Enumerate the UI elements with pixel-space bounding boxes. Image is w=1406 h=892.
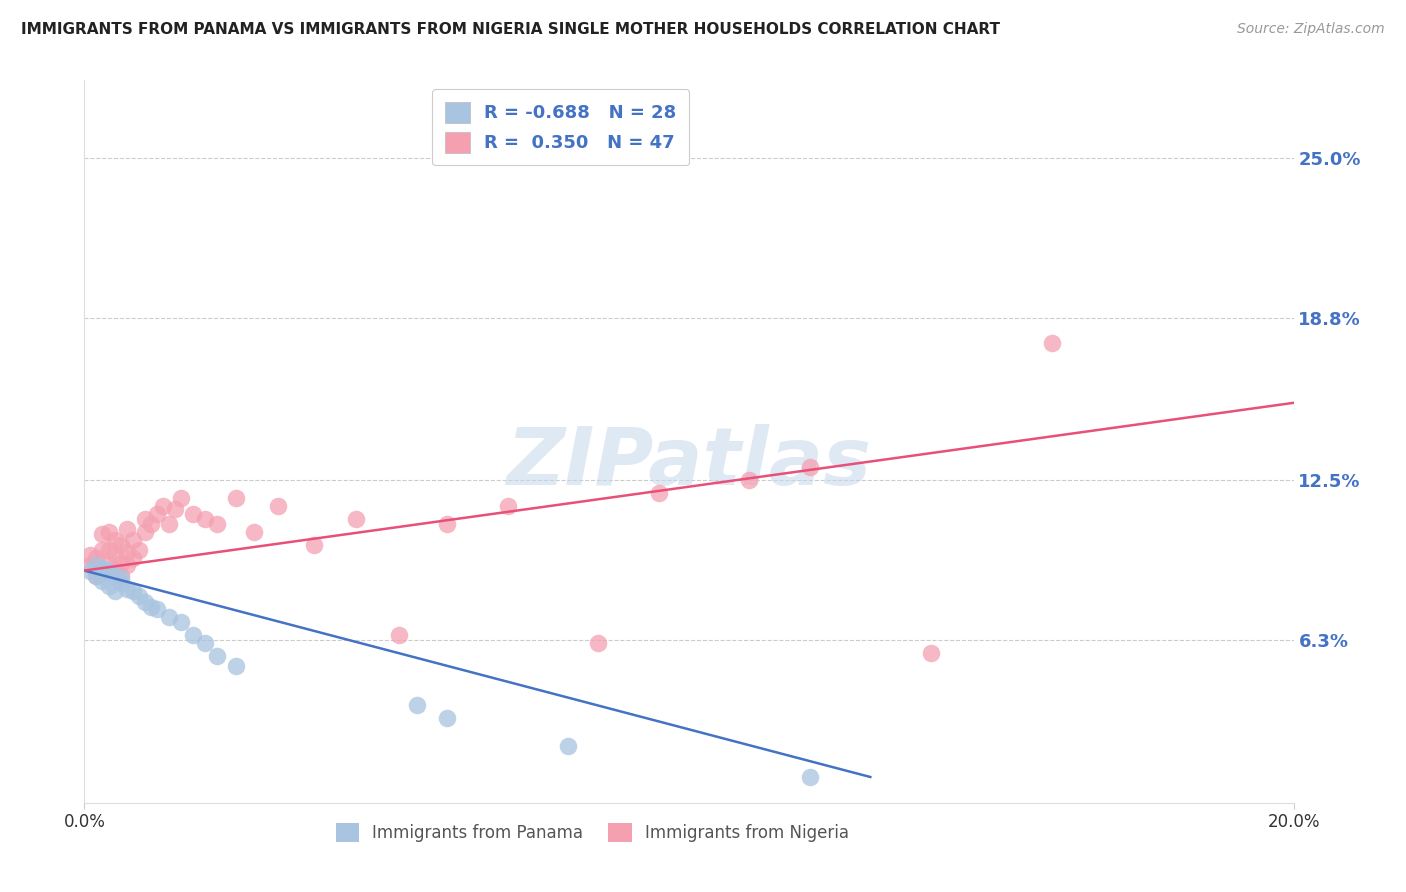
Point — [557, 739, 579, 753]
Point — [406, 698, 429, 712]
Point — [267, 499, 290, 513]
Point — [104, 568, 127, 582]
Point — [104, 584, 127, 599]
Point — [115, 582, 138, 596]
Point — [436, 517, 458, 532]
Point — [91, 564, 114, 578]
Point — [110, 571, 132, 585]
Point — [86, 558, 108, 573]
Point — [920, 646, 942, 660]
Point — [181, 628, 204, 642]
Point — [97, 579, 120, 593]
Point — [799, 460, 821, 475]
Point — [302, 538, 325, 552]
Point — [207, 648, 229, 663]
Point — [79, 564, 101, 578]
Point — [146, 507, 169, 521]
Point — [91, 566, 114, 581]
Point — [134, 594, 156, 608]
Point — [170, 491, 193, 506]
Point — [346, 512, 368, 526]
Point — [436, 711, 458, 725]
Point — [738, 473, 761, 487]
Point — [225, 491, 247, 506]
Point — [110, 538, 132, 552]
Point — [128, 542, 150, 557]
Point — [104, 533, 127, 547]
Point — [128, 590, 150, 604]
Point — [115, 522, 138, 536]
Point — [139, 517, 162, 532]
Point — [79, 548, 101, 562]
Point — [97, 542, 120, 557]
Point — [115, 558, 138, 573]
Text: IMMIGRANTS FROM PANAMA VS IMMIGRANTS FROM NIGERIA SINGLE MOTHER HOUSEHOLDS CORRE: IMMIGRANTS FROM PANAMA VS IMMIGRANTS FRO… — [21, 22, 1000, 37]
Point — [91, 574, 114, 588]
Point — [134, 512, 156, 526]
Point — [194, 512, 217, 526]
Point — [496, 499, 519, 513]
Point — [121, 533, 143, 547]
Point — [110, 556, 132, 570]
Point — [170, 615, 193, 630]
Point — [152, 499, 174, 513]
Point — [86, 550, 108, 565]
Point — [91, 527, 114, 541]
Point — [157, 610, 180, 624]
Point — [799, 770, 821, 784]
Point — [157, 517, 180, 532]
Point — [86, 568, 108, 582]
Point — [121, 584, 143, 599]
Point — [121, 550, 143, 565]
Point — [181, 507, 204, 521]
Point — [242, 524, 264, 539]
Point — [225, 659, 247, 673]
Legend: Immigrants from Panama, Immigrants from Nigeria: Immigrants from Panama, Immigrants from … — [329, 816, 855, 848]
Point — [110, 576, 132, 591]
Point — [110, 568, 132, 582]
Point — [139, 599, 162, 614]
Point — [104, 564, 127, 578]
Point — [115, 545, 138, 559]
Text: Source: ZipAtlas.com: Source: ZipAtlas.com — [1237, 22, 1385, 37]
Point — [86, 568, 108, 582]
Point — [588, 636, 610, 650]
Text: ZIPatlas: ZIPatlas — [506, 425, 872, 502]
Point — [97, 558, 120, 573]
Point — [91, 542, 114, 557]
Point — [146, 602, 169, 616]
Point — [79, 558, 101, 573]
Point — [1040, 336, 1063, 351]
Point — [134, 524, 156, 539]
Point — [97, 564, 120, 578]
Point — [104, 548, 127, 562]
Point — [97, 524, 120, 539]
Point — [648, 486, 671, 500]
Point — [194, 636, 217, 650]
Point — [207, 517, 229, 532]
Point — [165, 501, 187, 516]
Point — [91, 561, 114, 575]
Point — [388, 628, 411, 642]
